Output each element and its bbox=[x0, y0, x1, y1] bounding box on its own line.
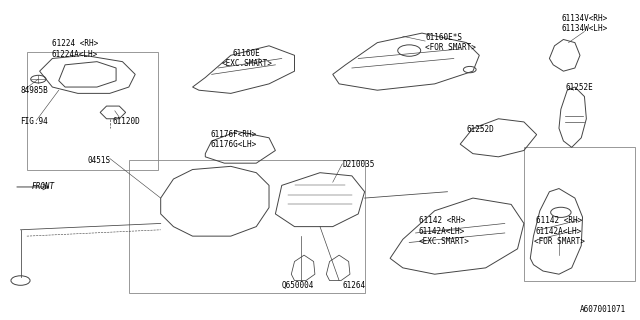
Text: 61160E
<EXC.SMART>: 61160E <EXC.SMART> bbox=[221, 49, 272, 68]
Bar bbox=[129, 160, 365, 293]
Text: 84985B: 84985B bbox=[20, 86, 48, 95]
Text: D210035: D210035 bbox=[342, 160, 374, 169]
Text: 61176F<RH>
61176G<LH>: 61176F<RH> 61176G<LH> bbox=[211, 130, 257, 149]
Text: 61120D: 61120D bbox=[113, 117, 141, 126]
Text: 61252D: 61252D bbox=[467, 125, 494, 134]
Text: 61252E: 61252E bbox=[565, 83, 593, 92]
Text: 61160E*S
<FOR SMART>: 61160E*S <FOR SMART> bbox=[425, 33, 476, 52]
Text: FRONT: FRONT bbox=[31, 182, 54, 191]
Text: FIG.94: FIG.94 bbox=[20, 117, 48, 126]
Text: 61142 <RH>
61142A<LH>
<FOR SMART>: 61142 <RH> 61142A<LH> <FOR SMART> bbox=[534, 216, 584, 246]
Text: A607001071: A607001071 bbox=[580, 305, 626, 314]
Text: Q650004: Q650004 bbox=[282, 281, 314, 290]
Bar bbox=[27, 52, 157, 170]
Text: 61224 <RH>
61224A<LH>: 61224 <RH> 61224A<LH> bbox=[52, 39, 98, 59]
Bar bbox=[524, 147, 636, 281]
Text: 0451S: 0451S bbox=[88, 156, 111, 164]
Text: 61142 <RH>
61142A<LH>
<EXC.SMART>: 61142 <RH> 61142A<LH> <EXC.SMART> bbox=[419, 216, 470, 246]
Text: 61134V<RH>
61134W<LH>: 61134V<RH> 61134W<LH> bbox=[561, 14, 607, 33]
Text: 61264: 61264 bbox=[342, 281, 365, 290]
